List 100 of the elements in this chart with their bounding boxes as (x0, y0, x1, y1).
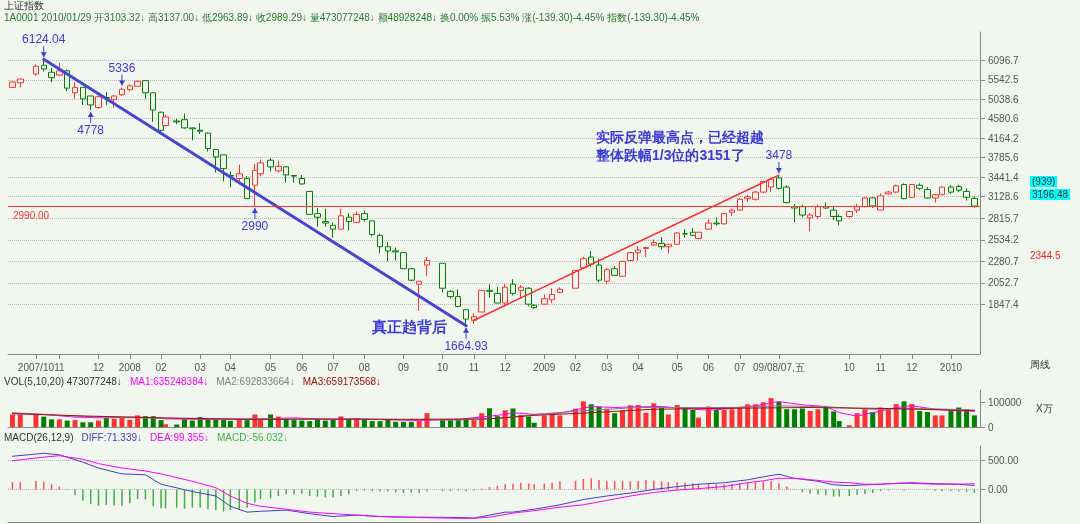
y-tick-label: 100000 (988, 396, 1022, 408)
annotation: 真正趋背后 (372, 318, 447, 337)
y-tick-label: 6096.7 (988, 54, 1020, 66)
bar (299, 420, 305, 427)
candlestick (682, 228, 688, 239)
bar (33, 414, 39, 427)
y-tick-label: 500.00 (988, 455, 1020, 466)
candlestick (948, 184, 954, 195)
candlestick (197, 122, 203, 135)
candlestick (729, 208, 735, 217)
bar (158, 420, 164, 427)
bar (784, 409, 790, 427)
y-tick-label: 4164.2 (988, 132, 1020, 144)
bar (377, 421, 383, 427)
bar (799, 408, 805, 427)
x-tick-label: 02 (155, 361, 168, 373)
bar (369, 421, 375, 427)
x-tick-label: 11 (54, 361, 66, 373)
bar (557, 415, 563, 427)
candlestick (291, 174, 297, 184)
chart-subtitle: 1A0001 2010/01/29 开3103.32↓ 高3137.00↓ 低2963.89↓ 收2989.29↓ 量473077248↓ 额48928248↓ 换0.00% 振5.53% 涨(-139.30)-4.45% 指数(-139.30)-4.45% (4, 12, 700, 24)
text: MA3:659173568↓ (302, 376, 382, 387)
x-tick-label: 06 (702, 361, 715, 373)
candlestick (439, 262, 446, 293)
candlestick (424, 256, 430, 277)
bar (471, 420, 477, 427)
candlestick (41, 58, 47, 73)
y-tick-label: 0.00 (988, 484, 1008, 496)
bar (917, 410, 923, 427)
bar (72, 420, 78, 427)
bar (9, 414, 15, 427)
y-tick-label: 1847.4 (988, 298, 1020, 310)
bar (792, 409, 798, 427)
bar (56, 419, 62, 427)
text: 周线 (1030, 358, 1050, 372)
text: DEA:99.355↓ (150, 432, 209, 443)
bar (111, 418, 117, 427)
x-tick-label: 2010 (939, 361, 963, 373)
bar (291, 420, 297, 427)
candlestick (510, 278, 516, 297)
y-tick-label: 5038.6 (988, 93, 1020, 105)
candlestick (119, 87, 125, 97)
x-tick-label: 03 (601, 361, 613, 373)
y-tick-label: 2052.7 (988, 277, 1020, 289)
chart-title: 上证指数 (4, 0, 44, 11)
bar (127, 419, 133, 427)
candlestick (162, 114, 169, 127)
x-tick-label: 10 (437, 361, 449, 373)
bar (189, 420, 195, 427)
y-axis-title: X万 (1036, 403, 1053, 414)
candlestick (557, 286, 563, 294)
bar (244, 420, 250, 427)
x-tick-label: 12 (499, 361, 512, 373)
candlestick (596, 258, 602, 283)
bar (549, 414, 555, 427)
bar (416, 421, 422, 427)
x-tick-label: 11 (468, 361, 480, 373)
x-tick-label: 09/08/07,五 (753, 361, 805, 373)
candlestick (956, 184, 962, 193)
series-label: DIFF:71.339↓ (81, 432, 143, 443)
candlestick (674, 231, 680, 245)
bar (924, 411, 930, 427)
x-tick-label: 04 (224, 361, 237, 373)
bar (80, 422, 86, 427)
y-tick-label: 5542.5 (988, 74, 1020, 86)
candlestick (901, 182, 907, 200)
bar (221, 420, 227, 427)
bar (815, 409, 821, 427)
candlestick (299, 174, 305, 186)
bar (541, 415, 547, 427)
x-tick-label: 2009 (533, 361, 556, 373)
bar (807, 410, 813, 427)
x-tick-label: 03 (194, 361, 207, 373)
text: MA2:692833664↓ (216, 376, 295, 387)
bar (401, 421, 406, 427)
candlestick (643, 246, 649, 258)
text: 2344.5 (1030, 250, 1061, 261)
y-tick-label: 0 (988, 421, 994, 433)
bar (612, 413, 618, 427)
ref-line-label: 2990.00 (13, 210, 50, 222)
bar (322, 420, 328, 427)
bar (948, 410, 954, 427)
x-tick-label: 12 (92, 361, 105, 373)
candlestick (330, 221, 336, 239)
text: MACD:-56.032↓ (217, 432, 289, 443)
annotation: 6124.04 (22, 32, 66, 47)
bar (695, 417, 701, 427)
bar (88, 422, 94, 427)
candlestick (377, 233, 383, 255)
bar (643, 412, 649, 427)
bar (713, 409, 719, 427)
text: 3196.48 (1030, 189, 1071, 200)
candlestick (971, 195, 978, 209)
x-tick-label: 2008 (118, 361, 142, 373)
x-tick-label: 08 (358, 361, 371, 373)
x-tick-label: 02 (570, 361, 582, 373)
bar (41, 416, 47, 427)
bar (721, 409, 727, 427)
candlestick (33, 64, 39, 77)
x-tick-label: 2007/10 (17, 361, 55, 373)
